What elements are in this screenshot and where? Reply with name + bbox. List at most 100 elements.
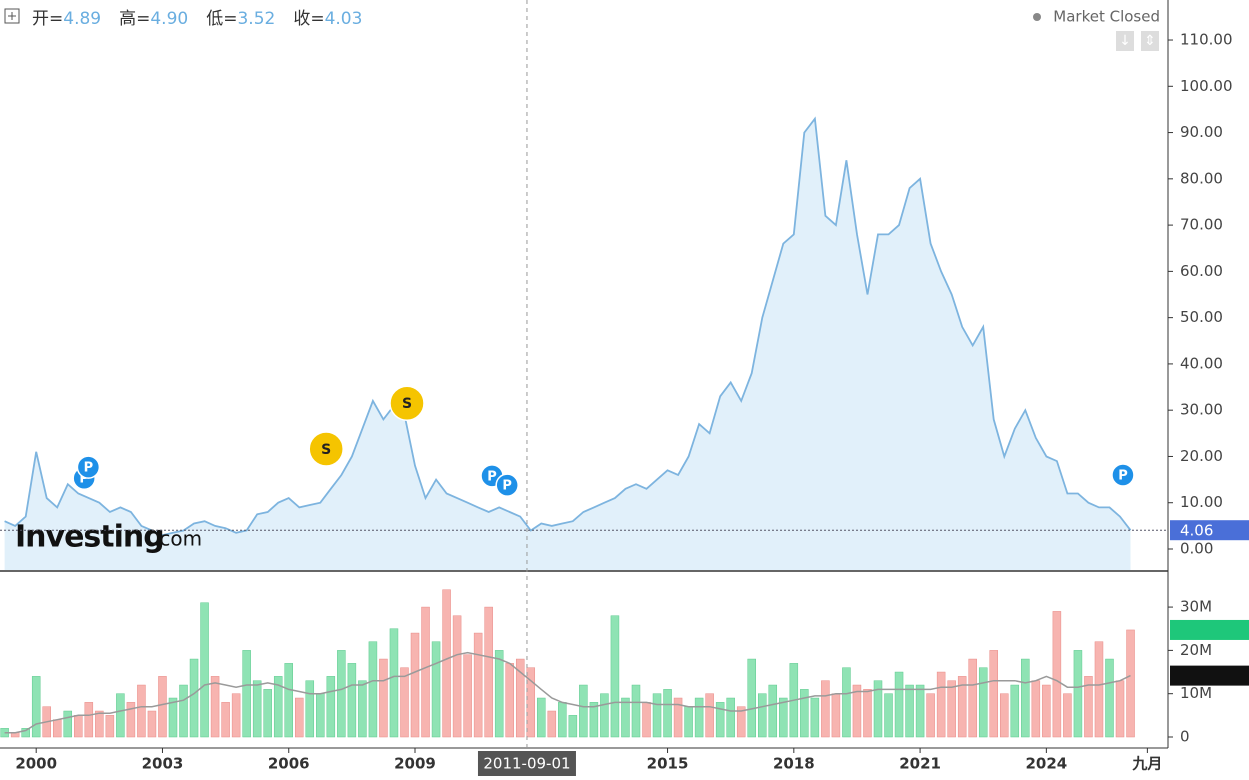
- volume-bar: [863, 689, 872, 738]
- x-tick-label: 2015: [647, 755, 689, 773]
- volume-bar: [715, 702, 725, 738]
- volume-bar: [936, 671, 946, 738]
- volume-bar: [231, 693, 241, 738]
- y-tick-label: 50.00: [1180, 308, 1223, 326]
- event-marker-label: P: [502, 479, 512, 494]
- volume-bar: [1084, 676, 1093, 738]
- y-tick-label: 10.00: [1180, 493, 1223, 511]
- volume-bar: [347, 663, 357, 738]
- volume-bar: [158, 676, 167, 738]
- volume-bar: [305, 680, 315, 738]
- volume-bar: [1021, 658, 1030, 738]
- volume-bar: [631, 684, 641, 738]
- volume-bar: [673, 697, 683, 738]
- volume-bar: [547, 710, 557, 738]
- volume-bar: [621, 697, 630, 738]
- event-marker: [1111, 463, 1135, 487]
- volume-bar: [652, 693, 662, 738]
- volume-bar: [842, 667, 851, 738]
- volume-bar: [210, 676, 220, 738]
- crosshair-label-box: [477, 751, 576, 776]
- volume-bar: [684, 706, 693, 738]
- volume-bar: [873, 680, 883, 738]
- volume-bar: [84, 702, 94, 738]
- volume-bar: [63, 710, 73, 738]
- volume-bar: [316, 693, 325, 738]
- y-tick-label: 110.00: [1180, 31, 1233, 49]
- volume-bar: [1031, 680, 1041, 738]
- x-tick-label: 2000: [15, 755, 57, 773]
- volume-bar: [568, 715, 578, 738]
- volume-bar: [379, 658, 388, 738]
- button[interactable]: [1116, 31, 1134, 51]
- event-marker-label: S: [402, 396, 412, 412]
- logo: Investing: [15, 520, 164, 555]
- ohlc-label: 开=: [32, 9, 63, 29]
- volume-bar: [126, 702, 136, 738]
- volume-bar: [831, 693, 841, 738]
- event-marker-label: P: [79, 472, 89, 487]
- last-price-label-box: [1170, 520, 1249, 541]
- volume-bar: [1010, 684, 1020, 738]
- event-marker: [495, 473, 519, 497]
- volume-bar: [358, 680, 367, 738]
- ohlc-value: 4.89: [63, 9, 101, 29]
- volume-bar: [915, 684, 925, 738]
- volume-bar: [894, 671, 904, 738]
- event-marker-label: P: [84, 461, 94, 476]
- volume-bar: [1063, 693, 1072, 738]
- volume-bar: [663, 689, 672, 738]
- volume-bar: [74, 715, 83, 738]
- volume-bar: [168, 697, 178, 738]
- volume-bar: [800, 689, 809, 738]
- y-tick-label: 70.00: [1180, 216, 1223, 234]
- volume-bar: [116, 693, 125, 738]
- y-tick-label: 0: [1180, 728, 1190, 746]
- volume-bar: [747, 658, 756, 738]
- volume-bar: [905, 684, 914, 738]
- event-marker-label: P: [487, 469, 497, 484]
- volume-bar: [884, 693, 893, 738]
- volume-bar: [400, 667, 409, 738]
- volume-bar: [957, 676, 967, 738]
- volume-bar: [442, 589, 451, 738]
- ohlc-label: 高=: [119, 9, 150, 29]
- volume-bar: [642, 702, 651, 738]
- volume-bar: [694, 697, 704, 738]
- volume-bar: [610, 615, 620, 738]
- ohlc-value: 4.03: [325, 9, 363, 29]
- y-tick-label: 90.00: [1180, 123, 1223, 141]
- last-price-label: 4.06: [1180, 522, 1213, 540]
- volume-bar: [263, 689, 272, 738]
- volume-bar: [1126, 629, 1135, 738]
- volume-bar: [989, 650, 998, 738]
- volume-bar: [284, 663, 293, 738]
- x-tick-label: 2003: [142, 755, 184, 773]
- volume-bar: [526, 667, 536, 738]
- event-marker: [389, 385, 425, 421]
- y-tick-label: 20M: [1180, 641, 1212, 659]
- y-tick-label: 20.00: [1180, 447, 1223, 465]
- volume-bar: [337, 650, 346, 738]
- x-tick-label: 2006: [268, 755, 310, 773]
- volume-bar: [1105, 658, 1114, 738]
- y-tick-label: 10M: [1180, 684, 1212, 702]
- volume-bar: [473, 632, 483, 738]
- volume-bar: [494, 650, 504, 738]
- volume-bar: [326, 676, 336, 738]
- volume-bar: [1000, 693, 1009, 738]
- volume-bar: [726, 697, 735, 738]
- volume-bar: [221, 702, 230, 738]
- button[interactable]: [1141, 31, 1159, 51]
- crosshair-label: 2011-09-01: [483, 755, 570, 773]
- expand-icon[interactable]: [4, 8, 20, 24]
- volume-bar: [21, 728, 30, 738]
- volume-bar: [410, 632, 420, 738]
- volume-bar: [537, 697, 546, 738]
- y-tick-label: 40.00: [1180, 354, 1223, 372]
- volume-bar: [273, 676, 283, 738]
- x-tick-label: 九月: [1131, 755, 1162, 773]
- ohlc-label: 收=: [293, 9, 324, 29]
- volume-bar: [368, 641, 378, 738]
- button-icon: ↓: [1119, 33, 1131, 49]
